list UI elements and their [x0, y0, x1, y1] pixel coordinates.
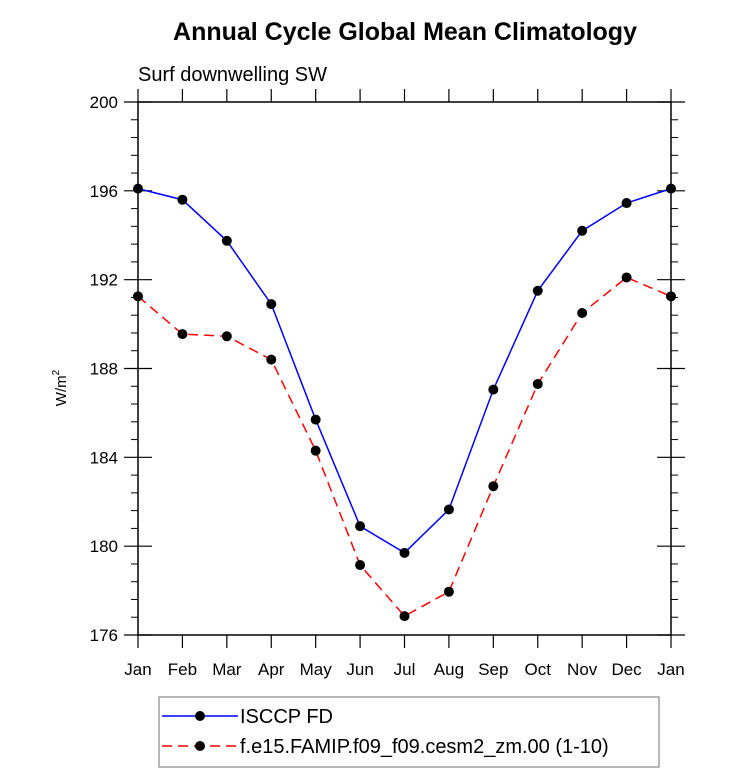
data-point [355, 560, 366, 571]
data-point [666, 291, 676, 302]
data-point [488, 481, 499, 492]
data-point [577, 225, 588, 236]
x-tick-label: Feb [168, 660, 197, 679]
series-0 [133, 183, 676, 558]
data-point [221, 235, 232, 246]
data-point [532, 379, 543, 390]
data-point [443, 586, 454, 597]
legend-label: ISCCP FD [240, 706, 333, 728]
axes [124, 89, 685, 648]
legend-marker [195, 711, 205, 721]
data-point [399, 547, 410, 558]
data-point [266, 299, 277, 310]
data-point [621, 198, 632, 209]
series-line [137, 276, 672, 618]
x-tick-label: Nov [567, 660, 598, 679]
y-tick-label: 176 [90, 626, 118, 645]
data-point [221, 331, 232, 342]
legend-label: f.e15.FAMIP.f09_f09.cesm2_zm.00 (1-10) [240, 736, 609, 758]
x-tick-label: Jan [657, 660, 684, 679]
series-1 [133, 272, 676, 622]
data-point [488, 384, 499, 395]
data-point [532, 285, 543, 296]
x-tick-label: Sep [478, 660, 508, 679]
x-tick-label: Jan [124, 660, 151, 679]
data-point [355, 521, 366, 532]
y-tick-label: 188 [90, 360, 118, 379]
data-point [621, 272, 632, 283]
x-tick-label: Aug [434, 660, 464, 679]
x-tick-label: May [300, 660, 333, 679]
legend-box [158, 696, 660, 768]
x-tick-label: Jul [394, 660, 416, 679]
x-tick-label: Jun [346, 660, 373, 679]
legend: ISCCP FD f.e15.FAMIP.f09_f09.cesm2_zm.00 … [158, 696, 660, 768]
y-tick-label: 180 [90, 537, 118, 556]
chart-subtitle: Surf downwelling SW [138, 64, 327, 86]
y-axis-label-text: W/m [53, 375, 70, 406]
data-point [177, 194, 188, 205]
legend-marker [195, 741, 205, 751]
data-point [443, 504, 454, 515]
data-point [666, 183, 676, 194]
legend-item: ISCCP FD [162, 706, 333, 728]
data-point [577, 307, 588, 318]
data-point [310, 445, 321, 456]
y-tick-label: 200 [90, 93, 118, 112]
series-layer [133, 183, 676, 622]
x-tick-label: Oct [525, 660, 552, 679]
y-axis-label: W/m2 [51, 369, 70, 406]
series-line [137, 187, 672, 554]
y-tick-label: 184 [90, 448, 118, 467]
data-point [266, 354, 277, 365]
x-tick-label: Apr [258, 660, 285, 679]
legend-item: f.e15.FAMIP.f09_f09.cesm2_zm.00 (1-10) [162, 736, 609, 758]
y-tick-label: 192 [90, 271, 118, 290]
y-tick-label: 196 [90, 182, 118, 201]
x-tick-label: Dec [611, 660, 642, 679]
legend-items: ISCCP FD f.e15.FAMIP.f09_f09.cesm2_zm.00 … [162, 706, 609, 758]
data-point [399, 611, 410, 622]
y-axis-label-superscript: 2 [51, 369, 62, 375]
data-point [310, 414, 321, 425]
chart-title: Annual Cycle Global Mean Climatology [173, 18, 637, 46]
data-point [177, 329, 188, 340]
y-tick-labels: 176 180 184 188 192 196 200 [90, 93, 118, 645]
data-point [133, 291, 143, 302]
x-tick-label: Mar [212, 660, 242, 679]
x-tick-labels: Jan Feb Mar Apr May Jun Jul Aug Sep Oct Nov Dec Jan [124, 660, 684, 679]
data-point [133, 183, 143, 194]
